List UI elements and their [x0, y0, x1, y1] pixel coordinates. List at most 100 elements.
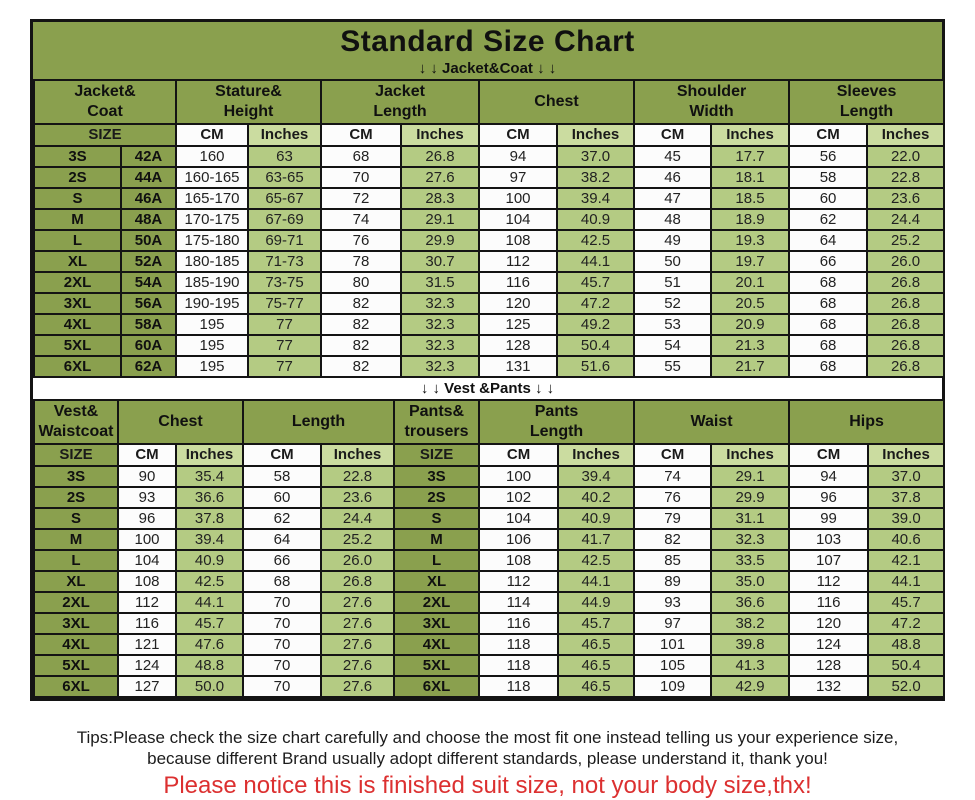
- value-cell: 89: [633, 570, 713, 593]
- column-group-jacket-length: Jacket Length: [319, 79, 481, 125]
- value-cell: 64: [788, 229, 869, 252]
- value-cell: 112: [788, 570, 870, 593]
- value-cell: 100: [478, 465, 560, 488]
- value-cell: 55: [633, 355, 713, 378]
- inches-column-header: Inches: [320, 443, 396, 467]
- value-cell: 42.5: [174, 570, 245, 593]
- value-cell: 70: [242, 654, 323, 677]
- value-cell: 185-190: [175, 271, 249, 294]
- value-cell: 108: [478, 229, 559, 252]
- value-cell: 90: [117, 465, 177, 488]
- value-cell: 97: [478, 166, 559, 189]
- table-row: 5XL 60A 195 77 82 32.3 128 50.4 54 21.3 68 26.8: [33, 334, 946, 357]
- value-cell: 29.1: [399, 208, 481, 231]
- value-cell: 51.6: [556, 355, 636, 378]
- inches-column-header: Inches: [399, 123, 481, 147]
- value-cell: 58: [788, 166, 869, 189]
- value-cell: 49: [633, 229, 713, 252]
- inches-column-header: Inches: [866, 123, 946, 147]
- value-cell: 112: [478, 250, 559, 273]
- value-cell: 124: [117, 654, 177, 677]
- value-cell: 100: [117, 528, 177, 551]
- value-cell: 58: [242, 465, 323, 488]
- value-cell: 42.9: [710, 675, 791, 698]
- value-cell: 39.8: [710, 633, 791, 656]
- tips-line-1: Tips:Please check the size chart careful…: [76, 728, 899, 747]
- size-cell: 60A: [120, 334, 177, 357]
- value-cell: 66: [242, 549, 323, 572]
- value-cell: 106: [478, 528, 560, 551]
- value-cell: 26.8: [866, 334, 946, 357]
- table-row: L 104 40.9 66 26.0 L 108 42.5 85 33.5 107 42.1: [33, 549, 946, 572]
- size-cell: 3S: [33, 145, 122, 168]
- value-cell: 62: [242, 507, 323, 530]
- value-cell: 116: [478, 612, 560, 635]
- table-row: 6XL 62A 195 77 82 32.3 131 51.6 55 21.7 68 26.8: [33, 355, 946, 378]
- value-cell: 112: [117, 591, 177, 614]
- table-row: 4XL 121 47.6 70 27.6 4XL 118 46.5 101 39.8 124 48.8: [33, 633, 946, 656]
- value-cell: 77: [247, 355, 322, 378]
- value-cell: 20.1: [710, 271, 791, 294]
- value-cell: 41.3: [710, 654, 791, 677]
- value-cell: 195: [175, 334, 249, 357]
- value-cell: 48: [633, 208, 713, 231]
- value-cell: 37.8: [867, 486, 946, 509]
- value-cell: 70: [320, 166, 402, 189]
- value-cell: 93: [117, 486, 177, 509]
- value-cell: 29.9: [399, 229, 481, 252]
- value-cell: 195: [175, 355, 249, 378]
- value-cell: 50.4: [556, 334, 636, 357]
- size-cell: 2XL: [393, 591, 481, 614]
- value-cell: 18.9: [710, 208, 791, 231]
- value-cell: 25.2: [866, 229, 946, 252]
- value-cell: 29.9: [710, 486, 791, 509]
- table-row: 3S 42A 160 63 68 26.8 94 37.0 45 17.7 56 22.0: [33, 145, 946, 168]
- size-cell: 4XL: [33, 313, 122, 336]
- size-cell: M: [33, 528, 119, 551]
- value-cell: 160: [175, 145, 249, 168]
- value-cell: 68: [788, 313, 869, 336]
- size-cell: 5XL: [33, 654, 119, 677]
- value-cell: 39.4: [556, 187, 636, 210]
- column-group-vest-chest: Chest: [116, 399, 245, 445]
- value-cell: 165-170: [175, 187, 249, 210]
- value-cell: 70: [242, 591, 323, 614]
- value-cell: 31.1: [710, 507, 791, 530]
- value-cell: 51: [633, 271, 713, 294]
- column-group-pants-trousers: Pants& trousers: [393, 399, 481, 445]
- cm-column-header: CM: [117, 443, 177, 467]
- value-cell: 40.6: [867, 528, 946, 551]
- size-cell: 3XL: [33, 292, 122, 315]
- value-cell: 21.3: [710, 334, 791, 357]
- value-cell: 45: [633, 145, 713, 168]
- value-cell: 22.8: [320, 465, 396, 488]
- value-cell: 40.2: [557, 486, 636, 509]
- cm-column-header: CM: [478, 443, 560, 467]
- value-cell: 79: [633, 507, 713, 530]
- value-cell: 47.2: [867, 612, 946, 635]
- value-cell: 23.6: [866, 187, 946, 210]
- value-cell: 47.2: [556, 292, 636, 315]
- value-cell: 32.3: [399, 355, 481, 378]
- value-cell: 52.0: [867, 675, 946, 698]
- value-cell: 120: [478, 292, 559, 315]
- value-cell: 120: [788, 612, 870, 635]
- size-cell: 58A: [120, 313, 177, 336]
- size-cell: 3XL: [33, 612, 119, 635]
- value-cell: 26.0: [866, 250, 946, 273]
- value-cell: 44.1: [174, 591, 245, 614]
- cm-column-header: CM: [175, 123, 249, 147]
- column-group-stature-height: Stature& Height: [175, 79, 322, 125]
- value-cell: 104: [117, 549, 177, 572]
- value-cell: 60: [788, 187, 869, 210]
- value-cell: 116: [788, 591, 870, 614]
- value-cell: 105: [633, 654, 713, 677]
- value-cell: 76: [633, 486, 713, 509]
- size-cell: 44A: [120, 166, 177, 189]
- table-row: 2S 44A 160-165 63-65 70 27.6 97 38.2 46 18.1 58 22.…: [33, 166, 946, 189]
- value-cell: 47: [633, 187, 713, 210]
- value-cell: 97: [633, 612, 713, 635]
- value-cell: 35.0: [710, 570, 791, 593]
- size-cell: 6XL: [33, 675, 119, 698]
- vest-subheader-row: SIZE CM Inches CM Inches SIZE CM Inches …: [33, 443, 946, 467]
